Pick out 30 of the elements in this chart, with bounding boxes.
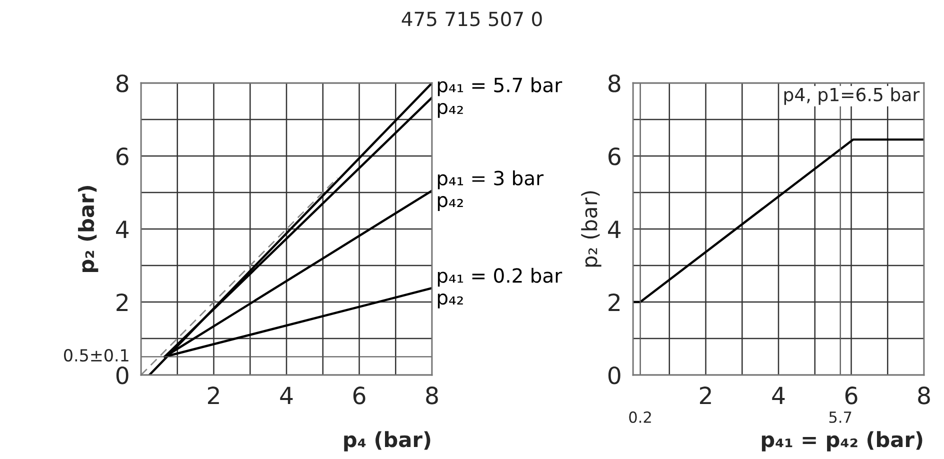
y-tick-label: 4	[116, 220, 129, 238]
y-tick-label: 6	[116, 147, 128, 166]
y-tick-label: 4	[608, 220, 621, 238]
ref-line-label: 5.7	[829, 412, 852, 423]
y-tick-label: 8	[116, 74, 128, 92]
x-tick-label: 4	[772, 386, 785, 404]
x-tick-label: 6	[845, 386, 858, 404]
y-tick-label: 2	[116, 293, 128, 311]
x-tick-label: 6	[353, 386, 366, 404]
y-tick-label: 0	[116, 366, 128, 384]
x-tick-label: 8	[426, 386, 438, 404]
x-axis-title: p₄₁ = p₄₂ (bar)	[762, 431, 922, 452]
x-tick-label: 4	[280, 386, 293, 404]
y-tick-label: 2	[608, 293, 620, 311]
annotation: p4, p1=6.5 bar	[784, 87, 920, 105]
text: 475 715 507 0	[402, 12, 542, 26]
x-tick-label: 8	[918, 386, 930, 404]
ref-line-label: 0.2	[629, 411, 651, 423]
y-tick-label: 0	[608, 366, 620, 384]
y-axis-title: p₂ (bar)	[581, 191, 602, 267]
x-tick-label: 2	[700, 386, 711, 404]
y-tick-label: 8	[608, 74, 620, 92]
ref-line-label: 0.5±0.1	[64, 348, 128, 362]
x-tick-label: 2	[208, 386, 219, 404]
series-label: p₄₁ = 5.7 bar p₄₂	[438, 77, 562, 118]
y-tick-label: 6	[608, 147, 620, 166]
y-axis-title: p₂ (bar)	[78, 186, 98, 272]
series-label: p₄₁ = 3 bar p₄₂	[438, 170, 544, 211]
x-axis-title: p₄ (bar)	[344, 431, 430, 452]
series-label: p₄₁ = 0.2 bar p₄₂	[438, 268, 562, 308]
